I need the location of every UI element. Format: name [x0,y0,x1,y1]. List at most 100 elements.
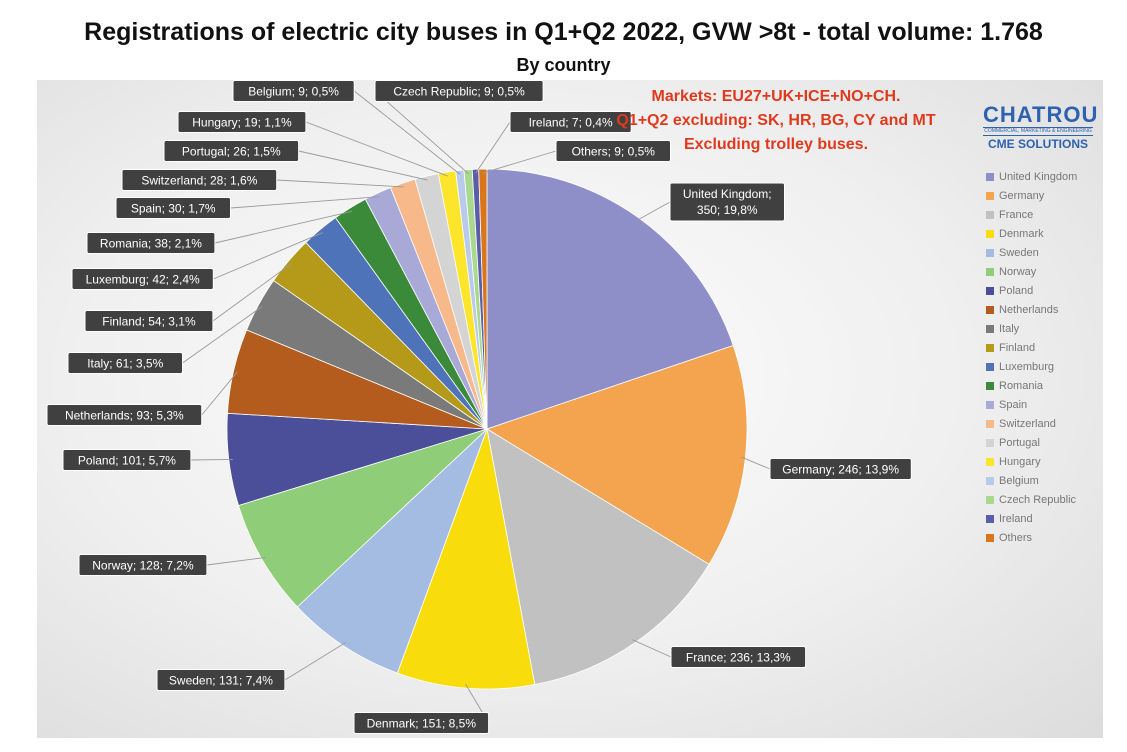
legend-label: Poland [999,284,1034,297]
legend-label: Luxemburg [999,360,1055,373]
svg-text:Poland; 101; 5,7%: Poland; 101; 5,7% [78,454,176,468]
pie-slice-sweden [296,428,488,674]
chatrou-logo: CHATROU COMMERCIAL, MARKETING & ENGINEER… [983,102,1099,152]
legend-item-united-kingdom: United Kingdom [986,167,1077,186]
legend-swatch [986,267,994,276]
legend-label: Hungary [999,455,1041,468]
legend-swatch [986,438,994,447]
svg-text:Portugal; 26; 1,5%: Portugal; 26; 1,5% [182,145,281,159]
chart-title: Registrations of electric city buses in … [84,18,1043,46]
legend-label: Norway [999,265,1037,278]
legend-item-portugal: Portugal [986,433,1077,452]
svg-text:Germany; 246; 13,9%: Germany; 246; 13,9% [782,463,899,477]
pie-slice-france [486,428,710,686]
legend-label: Sweden [999,246,1039,259]
leader-line-czech-republic [374,90,469,175]
leader-line-netherlands [201,371,238,416]
legend-label: Spain [999,398,1028,411]
svg-text:Netherlands; 93; 5,3%: Netherlands; 93; 5,3% [65,409,184,423]
legend-item-romania: Romania [986,376,1077,395]
legend-swatch [986,248,994,257]
legend-item-norway: Norway [986,262,1077,281]
legend-swatch [986,476,994,485]
legend-item-spain: Spain [986,395,1077,414]
logo-sub-text: CME SOLUTIONS [987,137,1088,151]
data-label-germany: Germany; 246; 13,9% [769,458,912,480]
leader-line-belgium [353,90,461,175]
legend-swatch [986,172,994,181]
legend-swatch [986,381,994,390]
pie-slice-denmark [396,427,536,690]
leader-line-portugal [298,150,428,181]
legend-label: Denmark [999,227,1044,240]
svg-text:France; 236; 13,3%: France; 236; 13,3% [686,651,791,665]
legend-label: United Kingdom [999,170,1078,183]
data-label-united-kingdom: United Kingdom; 350; 19,8% [669,182,785,222]
legend-swatch [986,400,994,409]
data-label-norway: Norway; 128; 7,2% [78,554,208,576]
legend-item-sweden: Sweden [986,243,1077,262]
legend-swatch [986,210,994,219]
legend-swatch [986,286,994,295]
legend-item-hungary: Hungary [986,452,1077,471]
data-label-spain: Spain; 30; 1,7% [115,197,231,219]
legend-label: France [999,208,1034,221]
legend-swatch [986,305,994,314]
legend-swatch [986,495,994,504]
data-label-hungary: Hungary; 19; 1,1% [177,111,307,133]
data-label-finland: Finland; 54; 3,1% [84,310,214,332]
leader-line-finland [212,263,293,322]
svg-text:Spain; 30; 1,7%: Spain; 30; 1,7% [131,202,216,216]
svg-text:Belgium; 9; 0,5%: Belgium; 9; 0,5% [248,85,339,99]
svg-text:Hungary; 19; 1,1%: Hungary; 19; 1,1% [192,116,292,130]
data-label-switzerland: Switzerland; 28; 1,6% [121,169,278,191]
leader-line-ireland [475,121,511,174]
pie-slice-united-kingdom [486,168,734,430]
svg-text:Sweden; 131; 7,4%: Sweden; 131; 7,4% [169,674,273,688]
legend-label: Portugal [999,436,1040,449]
legend-swatch [986,514,994,523]
data-label-sweden: Sweden; 131; 7,4% [156,669,286,691]
leader-line-others [482,150,557,174]
legend-label: Finland [999,341,1036,354]
svg-text:350; 19,8%: 350; 19,8% [697,203,758,217]
leader-line-united-kingdom [635,201,671,222]
data-label-italy: Italy; 61; 3,5% [67,352,183,374]
svg-text:Switzerland; 28; 1,6%: Switzerland; 28; 1,6% [141,174,257,188]
svg-text:United Kingdom;: United Kingdom; [683,187,772,201]
data-labels: United Kingdom; 350; 19,8% Germany; 246; 1… [46,80,912,734]
leader-line-italy [182,306,263,364]
leader-line-germany [741,456,771,470]
legend-label: Others [999,531,1033,544]
legend-swatch [986,191,994,200]
leader-line-luxemburg [213,232,323,280]
legend-label: Ireland [999,512,1033,525]
legend-item-czech-republic: Czech Republic [986,490,1077,509]
data-label-denmark: Denmark; 151; 8,5% [353,712,490,734]
leader-line-poland [190,458,233,461]
pie-slice-germany [486,344,748,565]
data-label-netherlands: Netherlands; 93; 5,3% [46,404,203,426]
svg-text:Romania; 38; 2,1%: Romania; 38; 2,1% [100,237,202,251]
legend-label: Germany [999,189,1045,202]
logo-main-text: CHATROU [983,102,1099,127]
leader-line-spain [230,196,380,209]
data-label-luxemburg: Luxemburg; 42; 2,4% [71,268,214,290]
svg-text:Italy; 61; 3,5%: Italy; 61; 3,5% [87,357,163,371]
legend-item-italy: Italy [986,319,1077,338]
legend-item-france: France [986,205,1077,224]
pie-slice-norway [237,428,488,608]
data-label-czech-republic: Czech Republic; 9; 0,5% [374,80,544,102]
leader-line-norway [206,557,266,566]
legend-item-others: Others [986,528,1077,547]
data-label-belgium: Belgium; 9; 0,5% [232,80,355,102]
legend-item-finland: Finland [986,338,1077,357]
legend-label: Belgium [999,474,1039,487]
svg-text:Ireland; 7; 0,4%: Ireland; 7; 0,4% [529,116,613,130]
chart-legend: United Kingdom Germany France Denmark Sweden… [986,167,1077,547]
data-label-ireland: Ireland; 7; 0,4% [509,111,632,133]
data-label-france: France; 236; 13,3% [670,646,807,668]
legend-label: Romania [999,379,1044,392]
svg-text:Denmark; 151; 8,5%: Denmark; 151; 8,5% [367,717,477,731]
annotation-excluding: Q1+Q2 excluding: SK, HR, BG, CY and MT [616,112,936,129]
